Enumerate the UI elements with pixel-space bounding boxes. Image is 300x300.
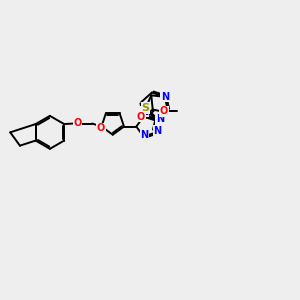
Text: S: S	[142, 103, 150, 113]
Text: N: N	[161, 92, 169, 102]
Text: N: N	[140, 106, 148, 116]
Text: O: O	[73, 118, 82, 128]
Text: N: N	[140, 130, 148, 140]
Text: N: N	[156, 114, 164, 124]
Text: O: O	[97, 123, 105, 133]
Text: O: O	[160, 106, 168, 116]
Text: O: O	[137, 112, 145, 122]
Text: N: N	[153, 125, 161, 136]
